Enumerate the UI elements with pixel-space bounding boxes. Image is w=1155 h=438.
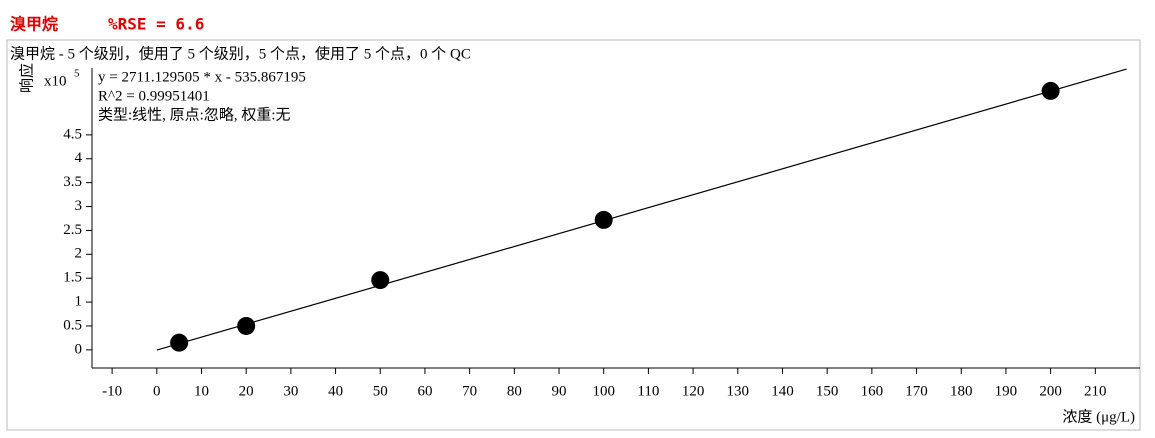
x-tick-label: 110 <box>637 383 659 399</box>
x-tick-label: -10 <box>102 383 122 399</box>
y-axis-label: 响应 <box>17 63 35 93</box>
x-tick-label: 130 <box>727 383 750 399</box>
data-point <box>170 333 189 352</box>
x-tick-label: 170 <box>905 383 928 399</box>
x-tick-label: 140 <box>771 383 794 399</box>
x-tick-label: 30 <box>283 383 298 399</box>
chart-title: 溴甲烷 <box>10 15 58 34</box>
y-tick-label: 1.5 <box>63 270 82 286</box>
y-tick-label: 2 <box>75 246 83 262</box>
x-tick-label: 40 <box>328 383 343 399</box>
x-tick-label: 20 <box>239 383 254 399</box>
x-axis-label: 浓度 (μg/L) <box>1062 408 1135 425</box>
y-scale-exponent: 5 <box>74 68 80 80</box>
y-tick-label: 0 <box>75 341 83 357</box>
y-tick-label: 3 <box>75 198 83 214</box>
x-tick-label: 90 <box>552 383 567 399</box>
x-tick-label: 160 <box>861 383 884 399</box>
data-point <box>1041 81 1060 100</box>
annotation: 类型:线性, 原点:忽略, 权重:无 <box>98 106 291 123</box>
annotation: y = 2711.129505 * x - 535.867195 <box>98 69 306 85</box>
y-scale-label: x10 <box>44 73 67 89</box>
data-point <box>237 316 256 335</box>
x-tick-label: 10 <box>194 383 209 399</box>
x-tick-label: 0 <box>153 383 161 399</box>
y-tick-label: 3.5 <box>63 174 82 190</box>
x-tick-label: 200 <box>1039 383 1062 399</box>
y-tick-label: 0.5 <box>63 317 82 333</box>
x-tick-label: 80 <box>507 383 522 399</box>
x-tick-label: 190 <box>995 383 1018 399</box>
x-tick-label: 150 <box>816 383 839 399</box>
x-tick-label: 100 <box>592 383 615 399</box>
x-tick-label: 120 <box>682 383 705 399</box>
y-tick-label: 4.5 <box>63 126 82 142</box>
x-tick-label: 70 <box>462 383 477 399</box>
x-tick-label: 210 <box>1084 383 1107 399</box>
rse-label: %RSE = 6.6 <box>108 15 204 34</box>
y-tick-label: 1 <box>75 294 83 310</box>
x-tick-label: 60 <box>417 383 432 399</box>
annotation: R^2 = 0.99951401 <box>98 88 210 104</box>
fit-line <box>156 68 1127 351</box>
data-point <box>371 271 390 290</box>
x-tick-label: 180 <box>950 383 973 399</box>
plot-frame <box>6 39 1141 431</box>
y-tick-label: 4 <box>75 150 83 166</box>
data-point <box>594 210 613 229</box>
subtitle: 溴甲烷 - 5 个级别，使用了 5 个级别，5 个点，使用了 5 个点，0 个 … <box>10 45 471 62</box>
y-tick-label: 2.5 <box>63 222 82 238</box>
x-tick-label: 50 <box>373 383 388 399</box>
